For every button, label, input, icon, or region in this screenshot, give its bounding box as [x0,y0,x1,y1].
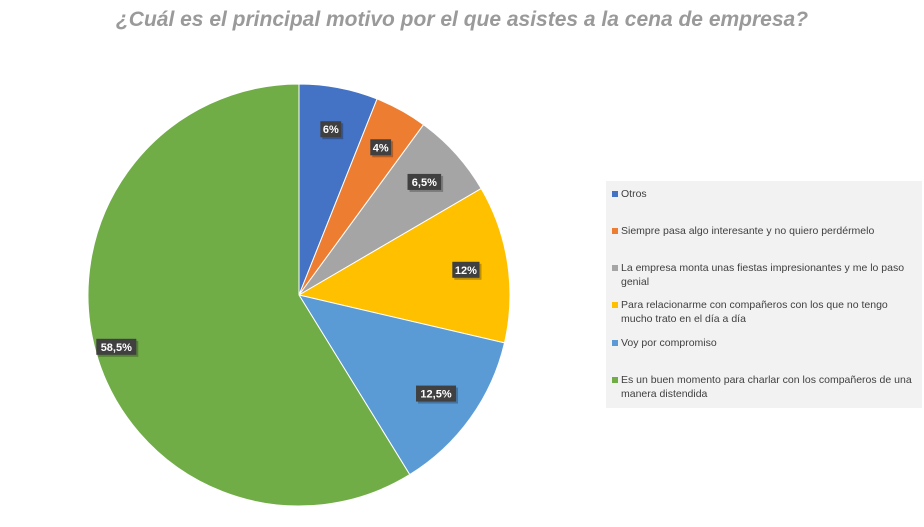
legend-item-la-empresa-monta-unas-fiestas-impresiona: La empresa monta unas fiestas impresiona… [612,261,912,289]
data-label-es-un-buen-momento-para-charlar-con-los-: 58,5% [96,338,139,357]
data-label-text: 6,5% [412,177,437,189]
pie-slice-es-un-buen-momento-para-charlar-con-los- [87,83,411,507]
data-label-text: 12,5% [420,389,451,401]
legend-swatch [612,377,618,383]
data-label-text: 12% [455,265,477,277]
legend-label: Voy por compromiso [621,337,717,349]
data-label-text: 4% [373,142,389,154]
legend-item-para-relacionarme-con-companeros-con-los: Para relacionarme con compañeros con los… [612,298,912,326]
data-label-siempre-pasa-algo-interesante-y-no-quier: 4% [370,139,394,158]
legend-item-es-un-buen-momento-para-charlar-con-los-: Es un buen momento para charlar con los … [612,373,912,401]
legend-label: Siempre pasa algo interesante y no quier… [621,225,875,237]
legend-item-voy-por-compromiso: Voy por compromiso [612,336,912,350]
data-label-para-relacionarme-con-companeros-con-los: 12% [452,261,482,280]
legend-label: Es un buen momento para charlar con los … [621,374,912,400]
legend-swatch [612,191,618,197]
legend-label: Para relacionarme con compañeros con los… [621,299,888,325]
data-label-otros: 6% [320,121,344,140]
legend-swatch [612,302,618,308]
legend-swatch [612,265,618,271]
chart-legend: Otros Siempre pasa algo interesante y no … [606,181,922,408]
legend-item-otros: Otros [612,187,912,201]
pie-slice-para-relacionarme-con-companeros-con-los [297,187,511,344]
legend-label: La empresa monta unas fiestas impresiona… [621,262,905,288]
data-label-text: 58,5% [101,342,132,354]
chart-title: ¿Cuál es el principal motivo por el que … [115,8,809,31]
data-label-la-empresa-monta-unas-fiestas-impresiona: 6,5% [407,173,444,192]
data-label-text: 6% [323,124,339,136]
legend-label: Otros [621,188,647,200]
legend-item-siempre-pasa-algo-interesante-y-no-quier: Siempre pasa algo interesante y no quier… [612,224,912,238]
legend-swatch [612,228,618,234]
data-label-voy-por-compromiso: 12,5% [416,385,459,404]
pie-slice-voy-por-compromiso [297,294,506,476]
legend-swatch [612,340,618,346]
